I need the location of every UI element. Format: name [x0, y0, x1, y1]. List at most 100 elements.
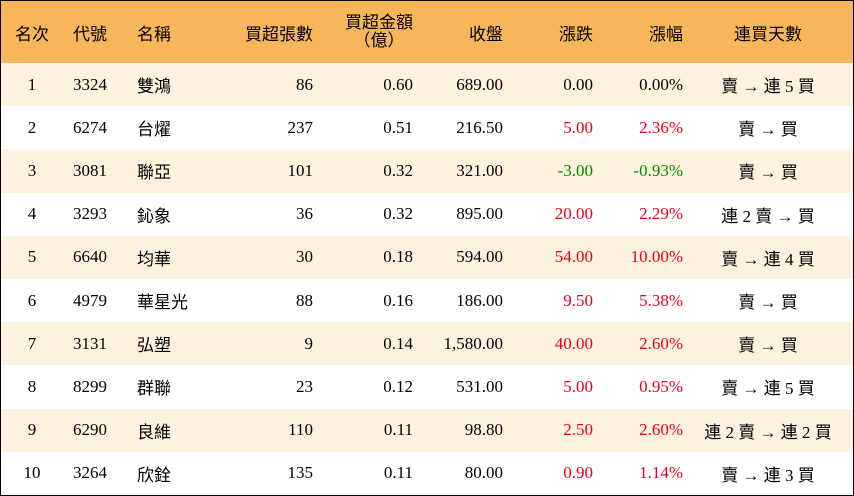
header-change: 漲跌 — [559, 24, 593, 44]
cell-code: 3324 — [73, 74, 107, 94]
table-row: 3 3081 聯亞 101 0.32 321.00 -3.00 -0.93% 賣 → 買 — [1, 149, 853, 193]
cell-volume: 23 — [296, 376, 313, 396]
cell-code: 4979 — [73, 290, 107, 310]
cell-change: 9.50 — [563, 290, 593, 310]
cell-rank: 6 — [27, 290, 37, 310]
cell-pct: -0.93% — [633, 160, 683, 180]
cell-close: 1,580.00 — [443, 333, 504, 353]
table-row: 5 6640 均華 30 0.18 594.00 54.00 10.00% 賣 → 連 4 買 — [1, 235, 853, 279]
cell-volume: 36 — [296, 204, 313, 224]
cell-rank: 5 — [27, 247, 37, 267]
cell-pct: 2.29% — [639, 204, 683, 224]
cell-volume: 110 — [288, 420, 313, 440]
cell-change: 2.50 — [563, 420, 593, 440]
header-amount-line2: （億） — [353, 31, 405, 50]
cell-days: 連 2 賣 → 連 2 買 — [704, 422, 832, 442]
header-code: 代號 — [73, 24, 107, 44]
cell-days: 賣 → 連 5 買 — [721, 379, 815, 399]
cell-volume: 237 — [287, 117, 314, 137]
cell-name: 良維 — [137, 422, 171, 442]
header-volume: 買超張數 — [245, 24, 313, 44]
cell-code: 3264 — [73, 463, 107, 483]
header-close: 收盤 — [469, 24, 503, 44]
table-body: 1 3324 雙鴻 86 0.60 689.00 0.00 0.00% 賣 → 連 5 買 2 62… — [1, 63, 853, 495]
table-row: 2 6274 台燿 237 0.51 216.50 5.00 2.36% 賣 → 買 — [1, 106, 853, 150]
cell-volume: 9 — [304, 333, 314, 353]
cell-code: 8299 — [73, 376, 107, 396]
cell-pct: 5.38% — [639, 290, 683, 310]
cell-close: 594.00 — [456, 247, 503, 267]
cell-amount: 0.11 — [383, 463, 413, 483]
cell-rank: 10 — [23, 463, 41, 483]
cell-change: 0.00 — [563, 74, 593, 94]
cell-close: 689.00 — [456, 74, 503, 94]
cell-rank: 1 — [27, 74, 37, 94]
cell-amount: 0.51 — [383, 117, 413, 137]
cell-days: 賣 → 連 4 買 — [721, 249, 815, 269]
cell-change: 0.90 — [563, 463, 593, 483]
cell-change: 20.00 — [554, 204, 593, 224]
cell-pct: 10.00% — [630, 247, 683, 267]
cell-rank: 4 — [27, 204, 37, 224]
cell-close: 531.00 — [456, 376, 503, 396]
cell-pct: 0.95% — [639, 376, 683, 396]
cell-rank: 7 — [27, 333, 37, 353]
cell-amount: 0.12 — [383, 376, 413, 396]
cell-pct: 2.36% — [639, 117, 683, 137]
cell-change: 5.00 — [563, 376, 593, 396]
header-name: 名稱 — [137, 24, 171, 44]
table-row: 8 8299 群聯 23 0.12 531.00 5.00 0.95% 賣 → 連 5 買 — [1, 365, 853, 409]
cell-change: 40.00 — [554, 333, 593, 353]
cell-pct: 0.00% — [639, 74, 683, 94]
cell-name: 弘塑 — [137, 336, 171, 356]
cell-close: 216.50 — [456, 117, 503, 137]
cell-rank: 3 — [27, 160, 37, 180]
cell-days: 賣 → 連 5 買 — [721, 77, 815, 97]
cell-name: 雙鴻 — [137, 77, 171, 97]
cell-volume: 86 — [296, 74, 313, 94]
cell-name: 鈊象 — [137, 206, 171, 226]
cell-rank: 2 — [27, 117, 37, 137]
cell-amount: 0.14 — [383, 333, 413, 353]
header-amount-line1: 買超金額 — [345, 13, 413, 32]
cell-amount: 0.32 — [383, 204, 413, 224]
cell-change: 54.00 — [554, 247, 593, 267]
table-row: 4 3293 鈊象 36 0.32 895.00 20.00 2.29% 連 2 賣 → 買 — [1, 192, 853, 236]
cell-volume: 101 — [287, 160, 314, 180]
table-row: 1 3324 雙鴻 86 0.60 689.00 0.00 0.00% 賣 → 連 5 買 — [1, 63, 853, 107]
cell-close: 186.00 — [456, 290, 503, 310]
header-amount: 買超金額 （億） — [313, 1, 413, 63]
table-header-row: 名次 代號 名稱 買超張數 買超金額 （億） 收盤 漲跌 漲幅 連買天數 — [1, 1, 853, 63]
cell-pct: 2.60% — [639, 333, 683, 353]
cell-days: 賣 → 連 3 買 — [721, 465, 815, 485]
cell-code: 3081 — [73, 160, 107, 180]
cell-name: 欣銓 — [137, 465, 171, 485]
cell-rank: 8 — [27, 376, 37, 396]
cell-days: 賣 → 買 — [738, 120, 798, 140]
cell-name: 均華 — [137, 249, 171, 269]
cell-pct: 1.14% — [639, 463, 683, 483]
header-days: 連買天數 — [734, 24, 802, 44]
cell-pct: 2.60% — [639, 420, 683, 440]
cell-days: 賣 → 買 — [738, 336, 798, 356]
cell-rank: 9 — [27, 420, 37, 440]
cell-code: 6640 — [73, 247, 107, 267]
cell-name: 華星光 — [137, 293, 188, 313]
cell-close: 98.80 — [464, 420, 503, 440]
header-rank: 名次 — [15, 24, 49, 44]
cell-code: 3131 — [73, 333, 107, 353]
table-row: 9 6290 良維 110 0.11 98.80 2.50 2.60% 連 2 賣 → 連 2 … — [1, 408, 853, 452]
cell-volume: 88 — [296, 290, 313, 310]
table-row: 6 4979 華星光 88 0.16 186.00 9.50 5.38% 賣 → 買 — [1, 278, 853, 323]
cell-change: 5.00 — [563, 117, 593, 137]
table-row: 7 3131 弘塑 9 0.14 1,580.00 40.00 2.60% 賣 → 買 — [1, 322, 853, 366]
cell-name: 群聯 — [137, 379, 171, 399]
cell-volume: 30 — [296, 247, 313, 267]
cell-name: 台燿 — [137, 120, 171, 140]
header-pct: 漲幅 — [649, 24, 683, 44]
cell-close: 321.00 — [456, 160, 503, 180]
cell-amount: 0.32 — [383, 160, 413, 180]
cell-close: 80.00 — [464, 463, 503, 483]
